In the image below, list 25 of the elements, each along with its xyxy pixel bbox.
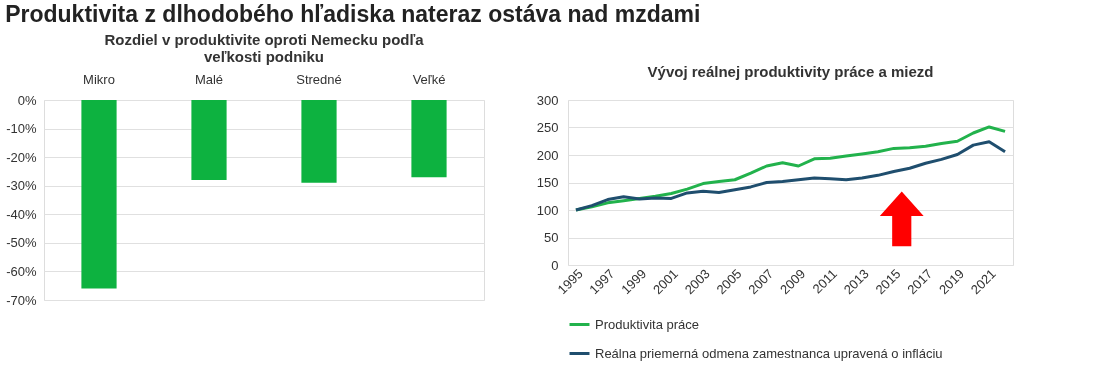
x-tick-label: Veľké xyxy=(412,71,446,87)
chart-subtitle: Rozdiel v produktivite oproti Nemecku podľa veľkosti podniku xyxy=(104,31,425,65)
legend-label: Produktivita práce xyxy=(595,316,700,332)
y-tick-label: 50 xyxy=(544,230,559,245)
line-series xyxy=(574,140,1007,212)
y-tick-label: -70% xyxy=(6,292,37,308)
chart-title: Vývoj reálnej produktivity práce a miezd xyxy=(647,63,934,80)
y-tick-label: 100 xyxy=(536,202,559,218)
y-tick-label: 300 xyxy=(536,92,559,108)
y-tick-label: 250 xyxy=(536,120,559,135)
y-tick-label: -50% xyxy=(6,235,37,251)
legend-label: Reálna priemerná odmena zamestnanca upravená o infláciu xyxy=(595,345,943,361)
y-tick-label: -60% xyxy=(6,263,37,279)
y-tick-label: 0 xyxy=(551,257,559,273)
y-tick-label: -40% xyxy=(6,206,37,222)
chart-title: Produktivita z dlhodobého hľadiska nateraz ostáva nad mzdami xyxy=(5,0,701,27)
y-tick-label: 150 xyxy=(536,175,559,190)
y-tick-label: -20% xyxy=(6,149,37,165)
y-tick-label: -10% xyxy=(6,121,37,137)
y-tick-label: 0% xyxy=(17,92,37,108)
x-tick-label: Malé xyxy=(194,71,224,87)
y-tick-label: 200 xyxy=(536,147,559,163)
y-tick-label: -30% xyxy=(6,178,37,194)
x-tick-label: Stredné xyxy=(296,71,342,87)
x-tick-label: Mikro xyxy=(83,71,115,87)
